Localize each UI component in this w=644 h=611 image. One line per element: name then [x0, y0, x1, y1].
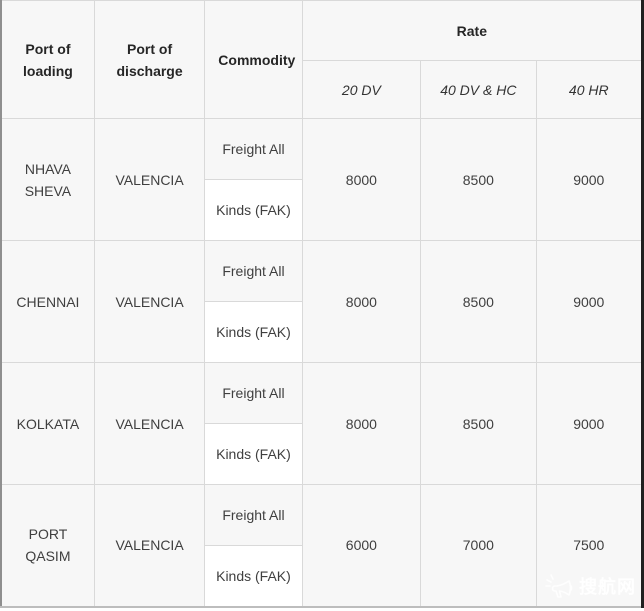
cell-rate-40dvhc: 8500: [420, 240, 537, 363]
cell-rate-40hr: 9000: [535, 118, 644, 241]
header-rate-40hr: 40 HR: [535, 60, 644, 119]
header-port-of-discharge: Port of discharge: [93, 0, 206, 119]
table-row: Kinds (FAK): [1, 301, 643, 363]
cell-port-of-discharge: VALENCIA: [93, 362, 206, 485]
cell-rate-20dv: 6000: [301, 484, 422, 607]
cell-rate-20dv: 8000: [301, 362, 422, 485]
cell-commodity-top: Freight All: [204, 362, 303, 424]
header-commodity: Commodity: [204, 0, 303, 119]
cell-commodity-bottom: Kinds (FAK): [204, 423, 303, 485]
cell-rate-40hr: 9000: [535, 240, 644, 363]
table-row: Kinds (FAK): [1, 545, 643, 607]
cell-port-of-loading: PORT QASIM: [0, 484, 95, 607]
cell-commodity-top: Freight All: [204, 484, 303, 546]
header-rate-20dv: 20 DV: [301, 60, 422, 119]
header-rate-40dvhc: 40 DV & HC: [420, 60, 537, 119]
cell-commodity-top: Freight All: [204, 118, 303, 180]
table-row: NHAVA SHEVA VALENCIA Freight All 8000 85…: [0, 118, 644, 241]
cell-rate-20dv: 8000: [301, 240, 422, 363]
table-row: KOLKATA VALENCIA Freight All 8000 8500 9…: [0, 362, 644, 485]
cell-rate-40dvhc: 7000: [420, 484, 537, 607]
cell-rate-40hr: 7500: [535, 484, 644, 607]
cell-commodity-top: Freight All: [204, 240, 303, 302]
cell-rate-40hr: 9000: [535, 362, 644, 485]
table-row: Kinds (FAK): [1, 179, 643, 241]
header-port-of-loading: Port of loading: [0, 0, 95, 119]
cell-port-of-discharge: VALENCIA: [93, 118, 206, 241]
table-row: PORT QASIM VALENCIA Freight All 6000 700…: [0, 484, 644, 607]
cell-commodity-bottom: Kinds (FAK): [204, 301, 303, 363]
cell-rate-20dv: 8000: [301, 118, 422, 241]
cell-port-of-loading: KOLKATA: [0, 362, 95, 485]
cell-port-of-loading: NHAVA SHEVA: [0, 118, 95, 241]
cell-port-of-discharge: VALENCIA: [93, 240, 206, 363]
cell-commodity-bottom: Kinds (FAK): [204, 545, 303, 607]
cell-port-of-discharge: VALENCIA: [93, 484, 206, 607]
header-rate: Rate: [301, 0, 644, 61]
cell-rate-40dvhc: 8500: [420, 118, 537, 241]
cell-port-of-loading: CHENNAI: [0, 240, 95, 363]
cell-rate-40dvhc: 8500: [420, 362, 537, 485]
cell-commodity-bottom: Kinds (FAK): [204, 179, 303, 241]
table-row: CHENNAI VALENCIA Freight All 8000 8500 9…: [0, 240, 644, 363]
